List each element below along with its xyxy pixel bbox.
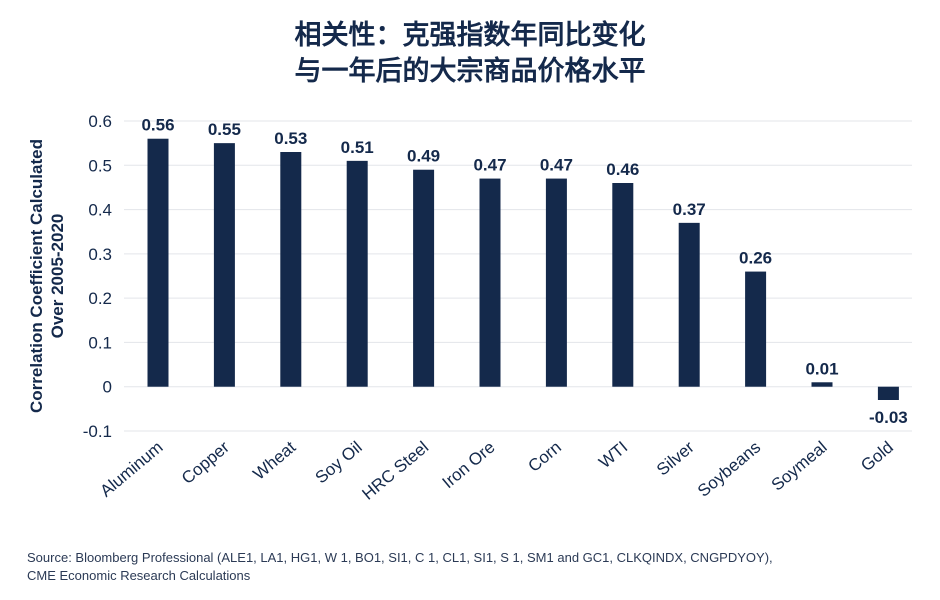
x-tick-label: Corn <box>525 438 565 476</box>
value-label: 0.56 <box>141 116 174 135</box>
source-line-2: CME Economic Research Calculations <box>27 568 251 583</box>
value-label: 0.53 <box>274 129 307 148</box>
chart-title-line-2: 与一年后的大宗商品价格水平 <box>294 56 646 87</box>
bar <box>877 386 899 400</box>
value-label: 0.46 <box>606 160 639 179</box>
bar <box>745 271 767 387</box>
y-tick-label: 0.2 <box>88 289 112 308</box>
value-label: 0.26 <box>739 249 772 268</box>
y-tick-label: 0.6 <box>88 112 112 131</box>
bar <box>612 183 634 387</box>
x-tick-label: Gold <box>857 438 897 476</box>
x-tick-label: WTI <box>595 438 631 473</box>
y-tick-label: -0.1 <box>83 422 112 441</box>
y-tick-label: 0 <box>103 378 112 397</box>
value-label: -0.03 <box>869 408 908 427</box>
x-tick-label: Aluminum <box>96 438 166 501</box>
x-tick-label: Silver <box>653 437 698 479</box>
source-note: Source: Bloomberg Professional (ALE1, LA… <box>27 549 773 585</box>
gridlines <box>124 120 912 432</box>
value-label: 0.55 <box>208 120 241 139</box>
source-line-1: Source: Bloomberg Professional (ALE1, LA… <box>27 550 773 565</box>
bar <box>479 178 501 387</box>
bar <box>413 169 435 387</box>
value-label: 0.01 <box>805 359 838 378</box>
bar <box>346 160 368 387</box>
x-tick-label: Soy Oil <box>312 438 366 488</box>
y-tick-label: 0.4 <box>88 201 112 220</box>
bar <box>147 138 169 387</box>
y-tick-label: 0.5 <box>88 156 112 175</box>
y-axis-label-line: Over 2005-2020 <box>48 214 67 339</box>
x-tick-label: Soymeal <box>768 438 831 495</box>
chart-title: 相关性：克强指数年同比变化 与一年后的大宗商品价格水平 <box>0 18 940 90</box>
bar <box>213 143 235 387</box>
value-labels: 0.56 0.55 0.53 0.51 0.49 0.47 0.47 0.46 0.37 0.26… <box>141 116 907 427</box>
bar <box>545 178 567 387</box>
y-axis-label-line: Correlation Coefficient Calculated <box>27 139 46 413</box>
value-label: 0.47 <box>540 156 573 175</box>
x-tick-label: Wheat <box>250 437 300 483</box>
bar <box>811 382 833 387</box>
chart-title-line-1: 相关性：克强指数年同比变化 <box>294 20 646 51</box>
x-tick-label: Copper <box>178 437 233 488</box>
bar <box>280 152 302 387</box>
bars <box>147 138 899 400</box>
value-label: 0.51 <box>341 138 374 157</box>
y-axis-label: Correlation Coefficient Calculated Over 2… <box>27 139 67 413</box>
x-tick-label: Soybeans <box>694 438 764 501</box>
value-label: 0.47 <box>473 156 506 175</box>
y-tick-label: 0.1 <box>88 333 112 352</box>
bar <box>678 222 700 387</box>
value-label: 0.49 <box>407 147 440 166</box>
value-label: 0.37 <box>673 200 706 219</box>
y-tick-labels: -0.1 0 0.1 0.2 0.3 0.4 0.5 0.6 <box>83 112 112 441</box>
x-tick-label: HRC Steel <box>358 438 432 504</box>
x-tick-label: Iron Ore <box>439 438 499 493</box>
y-tick-label: 0.3 <box>88 245 112 264</box>
